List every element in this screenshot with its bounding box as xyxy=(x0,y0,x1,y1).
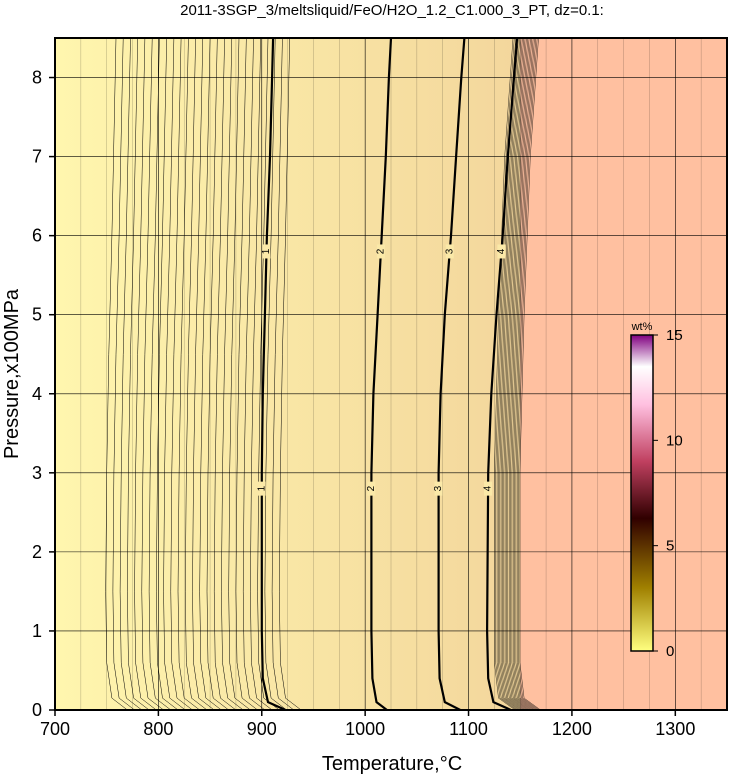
y-tick-label: 6 xyxy=(32,226,42,246)
minor-contour-line xyxy=(271,38,294,710)
contour-label-bg xyxy=(497,244,506,259)
contour-label-bg xyxy=(367,481,376,496)
y-axis-title: Pressure,x100MPa xyxy=(1,288,23,459)
colorbar-tick-label: 5 xyxy=(666,538,674,555)
y-tick-label: 0 xyxy=(32,700,42,720)
contour-label: 3 xyxy=(444,248,455,254)
melt-region xyxy=(55,38,525,710)
contour-label: 1 xyxy=(261,248,272,254)
x-axis-ticks: 700 800 900 1000 1100 1200 1300 xyxy=(40,710,695,739)
minor-contour-line xyxy=(156,38,179,710)
x-tick-label: 800 xyxy=(143,719,173,739)
contour-label: 2 xyxy=(376,248,387,254)
y-axis-ticks: 0 1 2 3 4 5 6 7 8 xyxy=(32,68,55,720)
contour-label-bg xyxy=(445,244,454,259)
major-contour-line xyxy=(437,38,466,710)
major-contour-line xyxy=(370,38,393,710)
x-tick-label: 1000 xyxy=(345,719,385,739)
minor-contour-line xyxy=(228,38,251,710)
contour-label-bg xyxy=(434,481,443,496)
y-tick-label: 3 xyxy=(32,463,42,483)
contour-label: 2 xyxy=(366,485,377,491)
minor-contour-line xyxy=(148,38,171,710)
plot-frame xyxy=(54,37,728,711)
contour-label: 1 xyxy=(256,485,267,491)
minor-contour-line xyxy=(279,38,302,710)
plot-area: 1 1 2 2 3 3 4 4 xyxy=(55,38,727,710)
minor-contour-line xyxy=(177,38,200,710)
y-tick-label: 4 xyxy=(32,384,42,404)
minor-contour-line xyxy=(112,38,135,710)
x-tick-label: 1300 xyxy=(655,719,695,739)
y-tick-label: 5 xyxy=(32,305,42,325)
contour-label-bg xyxy=(262,244,271,259)
colorbar-tick-label: 10 xyxy=(666,432,683,449)
minor-contour-line xyxy=(199,38,222,710)
contour-label-bg xyxy=(376,244,385,259)
x-axis-title: Temperature,°C xyxy=(322,753,462,775)
major-contour-line xyxy=(260,38,286,710)
colorbar-unit: wt% xyxy=(631,321,653,333)
minor-contour-line xyxy=(242,38,266,710)
above-liquidus-region xyxy=(520,38,727,710)
major-contour-line xyxy=(485,38,519,710)
minor-contour-line xyxy=(185,38,208,710)
colorbar-ticks: 0 5 10 15 xyxy=(653,327,683,660)
x-tick-label: 700 xyxy=(40,719,70,739)
y-tick-label: 1 xyxy=(32,621,42,641)
contour-label-bg xyxy=(484,481,493,496)
minor-contour-line xyxy=(206,38,229,710)
minor-contour-line xyxy=(127,38,150,710)
x-tick-label: 900 xyxy=(247,719,277,739)
x-tick-label: 1200 xyxy=(552,719,592,739)
contour-label: 4 xyxy=(496,248,507,254)
contour-label: 3 xyxy=(433,485,444,491)
chart-title: 2011-3SGP_3/meltsliquid/FeO/H2O_1.2_C1.0… xyxy=(180,2,604,19)
minor-contour-line xyxy=(235,38,258,710)
y-tick-label: 2 xyxy=(32,542,42,562)
minor-contour-line xyxy=(192,38,215,710)
major-contours: 1 1 2 2 3 3 4 4 xyxy=(256,38,519,710)
minor-contour-line xyxy=(119,38,142,710)
minor-contour-line xyxy=(264,38,287,710)
contour-label: 4 xyxy=(483,485,494,491)
minor-contour-line xyxy=(221,38,244,710)
minor-contour-line xyxy=(250,38,273,710)
minor-contour-line xyxy=(141,38,164,710)
colorbar-tick-label: 15 xyxy=(666,327,683,344)
colorbar-gradient xyxy=(630,334,654,652)
minor-contour-line xyxy=(163,38,186,710)
colorbar-tick-label: 0 xyxy=(666,643,674,660)
minor-contour-line xyxy=(213,38,237,710)
x-tick-label: 1100 xyxy=(449,719,488,739)
y-tick-label: 7 xyxy=(32,147,42,167)
minor-contour-line xyxy=(134,38,157,710)
colorbar: wt% 0 5 10 15 xyxy=(630,321,683,660)
minor-contour-line xyxy=(170,38,193,710)
minor-contour-line xyxy=(105,38,128,710)
contour-label-bg xyxy=(257,481,266,496)
y-tick-label: 8 xyxy=(32,68,42,88)
